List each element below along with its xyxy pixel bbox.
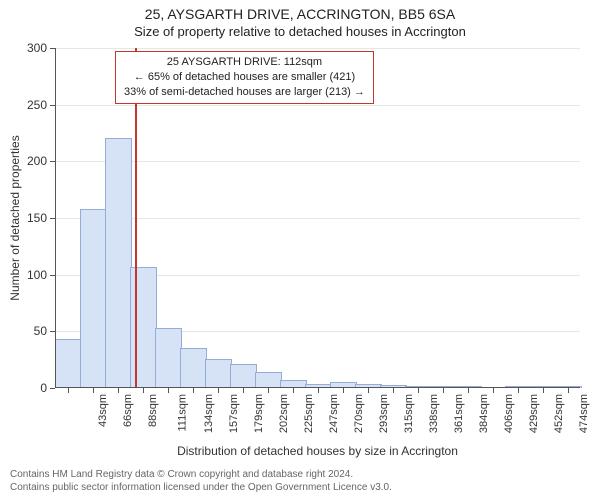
y-tick-label: 150 [27,211,47,225]
y-tick-label: 100 [27,268,47,282]
x-tick-label: 43sqm [97,394,109,427]
x-ticks: 43sqm 66sqm 88sqm 111sqm 134sqm 157sqm 179sqm 2… [55,388,580,438]
x-tick-mark [293,388,294,393]
x-tick-mark [118,388,119,393]
annotation-box: 25 AYSGARTH DRIVE: 112sqm ← 65% of detac… [115,51,374,104]
x-tick-label: 361sqm [453,394,465,433]
x-tick-mark [218,388,219,393]
bar [80,209,107,388]
annotation-line-1: 25 AYSGARTH DRIVE: 112sqm [124,55,365,70]
bar [255,372,282,388]
x-tick-label: 452sqm [553,394,565,433]
x-tick-mark [168,388,169,393]
x-tick-label: 111sqm [176,394,188,432]
annotation-line-3: 33% of semi-detached houses are larger (… [124,85,365,100]
x-tick-label: 429sqm [528,394,540,433]
x-tick-mark [443,388,444,393]
chart-subtitle: Size of property relative to detached ho… [0,24,600,39]
bar [230,364,257,388]
x-tick-label: 134sqm [203,394,215,433]
chart-title: 25, AYSGARTH DRIVE, ACCRINGTON, BB5 6SA [0,6,600,22]
x-tick-mark [393,388,394,393]
bar [130,267,157,388]
x-tick-mark [143,388,144,393]
x-tick-label: 66sqm [122,394,134,427]
chart-container: 25, AYSGARTH DRIVE, ACCRINGTON, BB5 6SA … [0,0,600,500]
x-tick-label: 88sqm [147,394,159,427]
x-tick-mark [243,388,244,393]
y-ticks: 050100150200250300 [0,48,55,388]
x-tick-label: 338sqm [428,394,440,433]
x-tick-mark [468,388,469,393]
x-tick-label: 474sqm [578,394,590,433]
bar [205,359,232,388]
x-tick-mark [268,388,269,393]
x-axis-line [55,387,580,388]
x-tick-mark [343,388,344,393]
x-tick-label: 270sqm [353,394,365,433]
x-axis-title: Distribution of detached houses by size … [55,444,580,458]
x-tick-label: 315sqm [403,394,415,433]
x-tick-label: 406sqm [503,394,515,433]
bar [155,328,182,388]
x-tick-mark [418,388,419,393]
x-tick-mark [93,388,94,393]
y-tick-label: 200 [27,154,47,168]
x-tick-label: 179sqm [253,394,265,433]
x-tick-label: 225sqm [303,394,315,433]
x-tick-mark [543,388,544,393]
footer-text: Contains HM Land Registry data © Crown c… [10,468,392,494]
x-tick-mark [368,388,369,393]
bar [105,138,132,388]
x-tick-mark [493,388,494,393]
x-tick-label: 157sqm [228,394,240,433]
x-tick-label: 202sqm [278,394,290,433]
y-tick-label: 50 [34,324,47,338]
bar [180,348,207,388]
y-tick-label: 300 [27,41,47,55]
x-tick-label: 384sqm [478,394,490,433]
annotation-line-2: ← 65% of detached houses are smaller (42… [124,70,365,85]
x-tick-mark [318,388,319,393]
y-axis-line [55,48,56,388]
y-tick-label: 0 [40,381,47,395]
x-tick-mark [518,388,519,393]
plot-area: 25 AYSGARTH DRIVE: 112sqm ← 65% of detac… [55,48,580,388]
x-tick-label: 293sqm [378,394,390,433]
x-tick-mark [68,388,69,393]
y-tick-label: 250 [27,98,47,112]
x-tick-mark [568,388,569,393]
x-tick-label: 247sqm [328,394,340,433]
x-tick-mark [193,388,194,393]
bar [55,339,82,388]
